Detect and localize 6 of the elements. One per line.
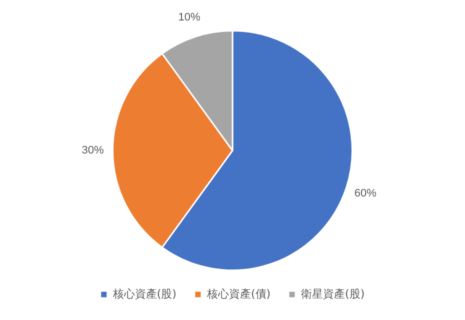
legend-label: 核心資產(股)	[112, 287, 176, 300]
data-label: 60%	[354, 188, 377, 200]
data-label: 30%	[82, 144, 104, 157]
legend-label: 核心資產(債)	[206, 287, 271, 300]
legend-label: 衛星資產(股)	[301, 287, 365, 300]
data-label: 10%	[178, 12, 201, 24]
